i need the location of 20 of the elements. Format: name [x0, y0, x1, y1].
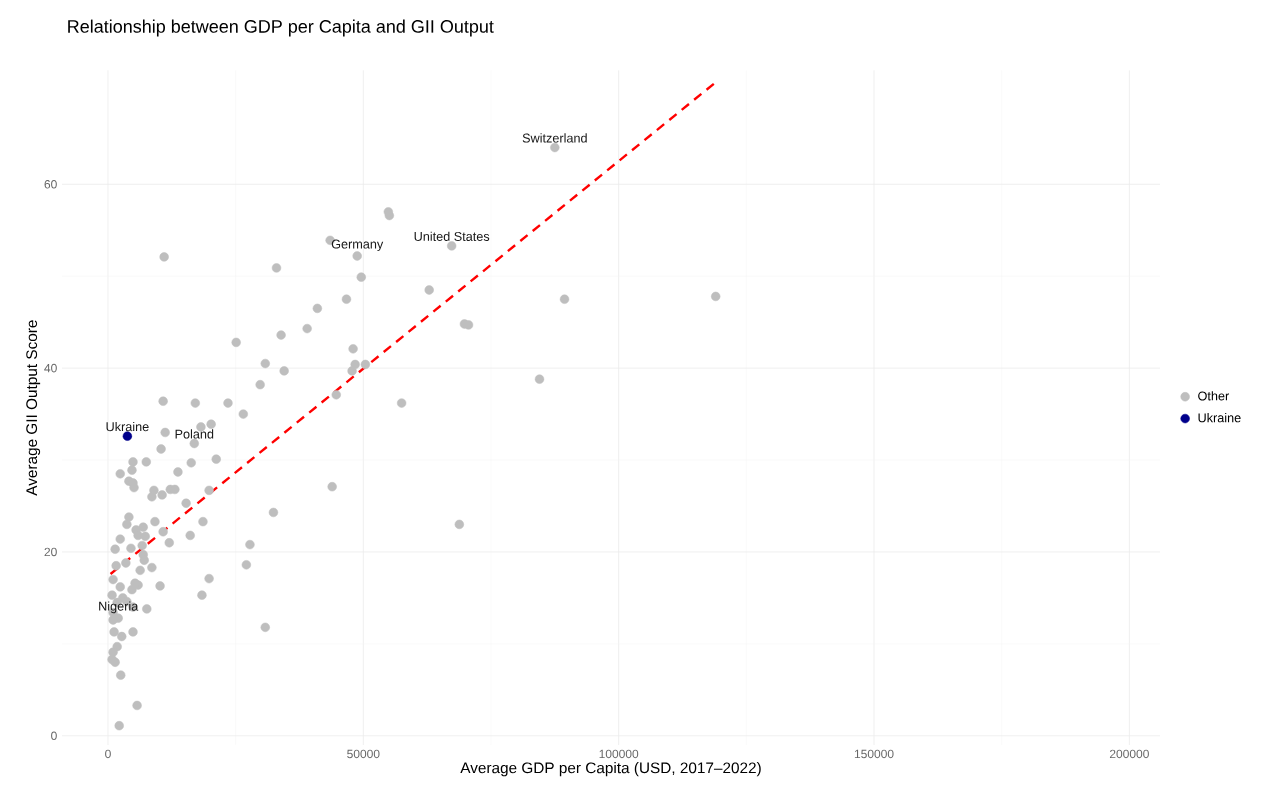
- annotation: Switzerland: [522, 133, 587, 143]
- legend-label: Other: [1198, 391, 1230, 401]
- y-tick-label: 20: [44, 547, 57, 557]
- annotation: Germany: [331, 239, 384, 252]
- x-tick-label: 150000: [854, 749, 894, 759]
- annotation: Ukraine: [106, 421, 149, 432]
- x-tick-label: 50000: [347, 749, 380, 759]
- y-tick-label: 40: [44, 363, 57, 373]
- annotation: United States: [414, 231, 490, 241]
- x-tick-label: 100000: [599, 749, 639, 759]
- x-tick-label: 200000: [1109, 749, 1149, 759]
- annotation: Nigeria: [99, 601, 139, 614]
- y-tick-label: 0: [51, 731, 57, 741]
- annotation: Poland: [175, 429, 214, 439]
- legend-label: Ukraine: [1198, 412, 1241, 423]
- y-tick-label: 60: [44, 180, 57, 189]
- chart-title: Relationship between GDP per Capita and GII Output: [68, 19, 494, 37]
- x-tick-label: 0: [105, 749, 111, 759]
- y-axis-title: Average GII Output Score: [26, 320, 41, 496]
- x-axis-title: Average GDP per Capita (USD, 2017–2022): [460, 762, 761, 777]
